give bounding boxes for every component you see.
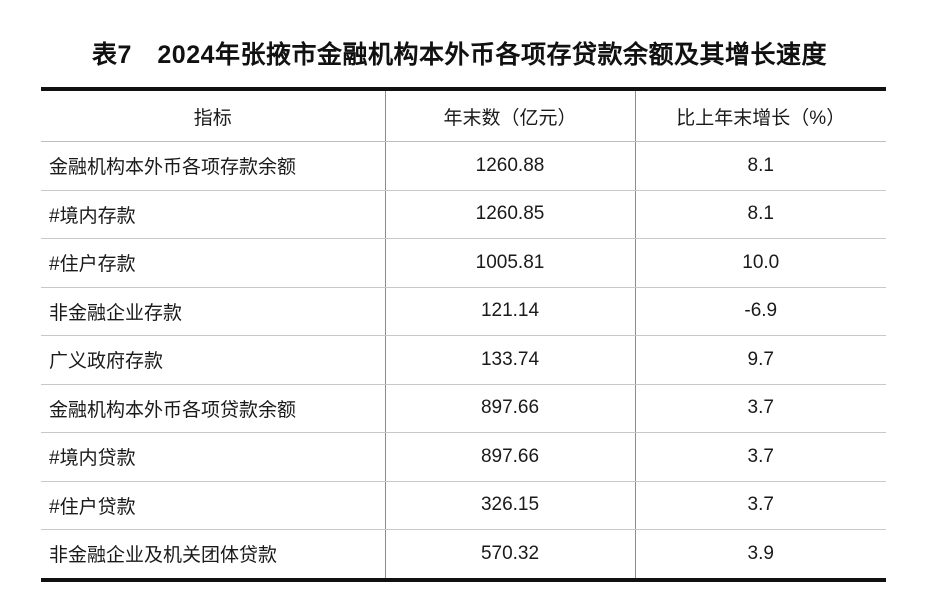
table-row: #住户存款 1005.81 10.0 xyxy=(41,238,886,288)
table-row: 非金融企业及机关团体贷款 570.32 3.9 xyxy=(41,529,886,582)
cell-yoy-growth: -6.9 xyxy=(634,287,886,336)
column-header-indicator: 指标 xyxy=(41,87,385,142)
cell-indicator: #境内贷款 xyxy=(41,432,385,482)
cell-indicator: 金融机构本外币各项存款余额 xyxy=(41,141,385,191)
cell-indicator: #境内存款 xyxy=(41,190,385,239)
cell-year-end-value: 1260.85 xyxy=(384,190,635,239)
cell-year-end-value: 1005.81 xyxy=(384,238,635,288)
cell-year-end-value: 121.14 xyxy=(384,287,635,336)
cell-indicator: #住户贷款 xyxy=(41,481,385,530)
table-row: 金融机构本外币各项存款余额 1260.88 8.1 xyxy=(41,141,886,191)
cell-year-end-value: 570.32 xyxy=(384,529,635,582)
cell-indicator: 广义政府存款 xyxy=(41,335,385,385)
cell-yoy-growth: 10.0 xyxy=(634,238,886,288)
column-header-year-end-value: 年末数（亿元） xyxy=(384,87,635,142)
table-row: 金融机构本外币各项贷款余额 897.66 3.7 xyxy=(41,384,886,433)
cell-year-end-value: 897.66 xyxy=(384,432,635,482)
cell-year-end-value: 897.66 xyxy=(384,384,635,433)
table-header-row: 指标 年末数（亿元） 比上年末增长（%） xyxy=(41,87,886,142)
column-header-yoy-growth: 比上年末增长（%） xyxy=(634,87,886,142)
table-row: #境内贷款 897.66 3.7 xyxy=(41,432,886,482)
table-row: #住户贷款 326.15 3.7 xyxy=(41,481,886,530)
cell-yoy-growth: 3.7 xyxy=(634,432,886,482)
cell-indicator: 金融机构本外币各项贷款余额 xyxy=(41,384,385,433)
cell-yoy-growth: 9.7 xyxy=(634,335,886,385)
cell-indicator: #住户存款 xyxy=(41,238,385,288)
cell-year-end-value: 133.74 xyxy=(384,335,635,385)
cell-yoy-growth: 8.1 xyxy=(634,190,886,239)
cell-yoy-growth: 3.7 xyxy=(634,384,886,433)
table-row: 非金融企业存款 121.14 -6.9 xyxy=(41,287,886,336)
cell-year-end-value: 1260.88 xyxy=(384,141,635,191)
cell-yoy-growth: 3.9 xyxy=(634,529,886,582)
table-header: 指标 年末数（亿元） 比上年末增长（%） xyxy=(41,87,886,142)
cell-yoy-growth: 3.7 xyxy=(634,481,886,530)
cell-year-end-value: 326.15 xyxy=(384,481,635,530)
table-row: #境内存款 1260.85 8.1 xyxy=(41,190,886,239)
cell-indicator: 非金融企业存款 xyxy=(41,287,385,336)
cell-yoy-growth: 8.1 xyxy=(634,141,886,191)
table-body: 金融机构本外币各项存款余额 1260.88 8.1 #境内存款 1260.85 8.1 #住… xyxy=(41,141,886,582)
statistics-table: 指标 年末数（亿元） 比上年末增长（%） 金融机构本外币各项存款余额 1260.8… xyxy=(41,87,886,582)
statistics-table-container: 指标 年末数（亿元） 比上年末增长（%） 金融机构本外币各项存款余额 1260.8… xyxy=(41,87,886,582)
cell-indicator: 非金融企业及机关团体贷款 xyxy=(41,529,385,582)
page-title: 表7 2024年张掖市金融机构本外币各项存贷款余额及其增长速度 xyxy=(92,41,828,69)
table-row: 广义政府存款 133.74 9.7 xyxy=(41,335,886,385)
